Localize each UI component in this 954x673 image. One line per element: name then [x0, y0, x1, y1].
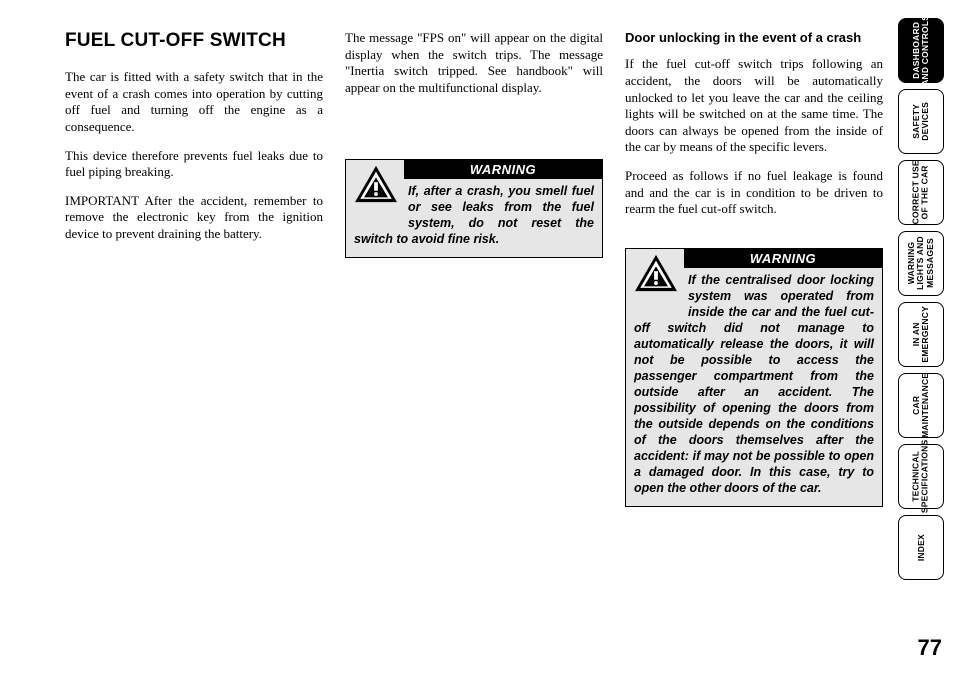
tab-warning-lights-and-messages[interactable]: WARNING LIGHTS AND MESSAGES: [898, 231, 944, 296]
column-2: The message "FPS on" will appear on the …: [345, 30, 603, 650]
warning-label-1: WARNING: [404, 160, 602, 179]
main-heading: FUEL CUT-OFF SWITCH: [65, 30, 323, 52]
column-1: FUEL CUT-OFF SWITCH The car is fitted wi…: [65, 30, 323, 650]
tab-label: DASHBOARD AND CONTROLS: [912, 15, 931, 86]
warning-box-1: WARNING If, after a crash, you smell fue…: [345, 159, 603, 258]
warning-text-2: If the centralised door locking system w…: [626, 268, 882, 506]
tab-label: CORRECT USE OF THE CAR: [912, 160, 931, 224]
col1-para-2: This device therefore prevents fuel leak…: [65, 148, 323, 181]
warning-label-2: WARNING: [684, 249, 882, 268]
tab-label: CAR MAINTENANCE: [912, 373, 931, 438]
tab-in-an-emergency[interactable]: IN AN EMERGENCY: [898, 302, 944, 367]
col3-para-1: If the fuel cut-off switch trips followi…: [625, 56, 883, 156]
col3-para-2: Proceed as follows if no fuel leakage is…: [625, 168, 883, 218]
tab-label: SAFETY DEVICES: [912, 102, 931, 141]
tab-car-maintenance[interactable]: CAR MAINTENANCE: [898, 373, 944, 438]
warning-box-2: WARNING If the centralised door locking …: [625, 248, 883, 507]
side-tabs: DASHBOARD AND CONTROLS SAFETY DEVICES CO…: [898, 18, 948, 580]
col1-para-1: The car is fitted with a safety switch t…: [65, 69, 323, 136]
tab-safety-devices[interactable]: SAFETY DEVICES: [898, 89, 944, 154]
tab-technical-specifications[interactable]: TECHNICAL SPECIFICATIONS: [898, 444, 944, 509]
col2-para-1: The message "FPS on" will appear on the …: [345, 30, 603, 97]
tab-label: IN AN EMERGENCY: [912, 306, 931, 363]
tab-dashboard-and-controls[interactable]: DASHBOARD AND CONTROLS: [898, 18, 944, 83]
text-columns: FUEL CUT-OFF SWITCH The car is fitted wi…: [65, 30, 885, 650]
tab-correct-use-of-the-car[interactable]: CORRECT USE OF THE CAR: [898, 160, 944, 225]
tab-index[interactable]: INDEX: [898, 515, 944, 580]
tab-label: TECHNICAL SPECIFICATIONS: [912, 440, 931, 513]
page-number: 77: [918, 635, 942, 661]
tab-label: WARNING LIGHTS AND MESSAGES: [907, 237, 935, 291]
column-3: Door unlocking in the event of a crash I…: [625, 30, 883, 650]
warning-triangle-icon: [352, 164, 400, 206]
warning-triangle-icon: [632, 253, 680, 295]
subheading: Door unlocking in the event of a crash: [625, 30, 883, 46]
page-content: FUEL CUT-OFF SWITCH The car is fitted wi…: [65, 30, 895, 650]
tab-label: INDEX: [916, 534, 925, 561]
col1-para-3: IMPORTANT After the accident, remember t…: [65, 193, 323, 243]
